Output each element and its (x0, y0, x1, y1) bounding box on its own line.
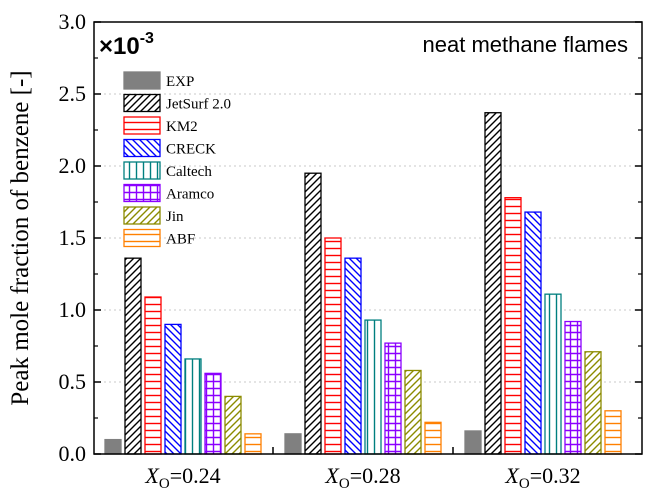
x-category-subscript: O (159, 476, 170, 492)
y-tick-label: 2.5 (59, 81, 87, 106)
bar (324, 237, 342, 455)
bar (364, 319, 382, 455)
legend-label: Jin (166, 209, 184, 225)
bar (144, 296, 162, 455)
y-tick-label: 0.5 (59, 369, 87, 394)
bar (504, 197, 522, 455)
bar (584, 351, 602, 455)
legend-label: JetSurf 2.0 (166, 97, 231, 113)
bar (344, 257, 362, 455)
x-category-value: =0.32 (530, 463, 581, 488)
bar (124, 257, 142, 455)
bar (164, 323, 182, 455)
bar (404, 369, 422, 455)
bar (204, 372, 222, 455)
bar (604, 410, 622, 455)
x-category-value: =0.24 (170, 463, 221, 488)
axes: 0.0 0.5 1.0 1.5 2.0 2.5 3.0 (59, 9, 642, 466)
x-category-value: =0.28 (350, 463, 401, 488)
bar (564, 320, 582, 455)
x-category-prefix: X (144, 463, 160, 488)
bar (224, 395, 242, 455)
legend-swatch (123, 206, 161, 225)
y-tick-label: 1.5 (59, 225, 87, 250)
x-category-subscript: O (339, 476, 350, 492)
legend-label: KM2 (166, 119, 198, 135)
bar (384, 342, 402, 455)
y-axis-label: Peak mole fraction of benzene [-] (7, 70, 34, 405)
bar (544, 293, 562, 455)
legend-swatch (123, 161, 161, 180)
y-tick-label: 0.0 (59, 441, 87, 466)
bar (184, 358, 202, 455)
bar (484, 112, 502, 455)
x-category-prefix: X (504, 463, 520, 488)
legend: EXP JetSurf 2.0 KM2 CRECK Caltech Aramco Jin AB… (123, 71, 231, 248)
bars (104, 112, 622, 455)
legend-label: ABF (166, 232, 195, 248)
bar (304, 172, 322, 455)
y-tick-label: 3.0 (59, 9, 87, 34)
x-category-subscript: O (519, 476, 530, 492)
y-tick-label: 1.0 (59, 297, 87, 322)
x-category-label: XO=0.24 (144, 463, 220, 492)
chart-annotation: neat methane flames (423, 32, 628, 57)
multiplier-exponent: -3 (140, 30, 154, 47)
scale-multiplier: ×10-3 (99, 30, 154, 60)
legend-swatch (123, 116, 161, 135)
bar (104, 438, 122, 455)
legend-swatch (123, 228, 161, 248)
multiplier-base: ×10 (99, 33, 140, 60)
legend-swatch (123, 183, 161, 203)
y-tick-label: 2.0 (59, 153, 87, 178)
bar (284, 433, 302, 455)
legend-label: Aramco (166, 187, 214, 203)
legend-label: CRECK (166, 142, 216, 158)
bar (524, 211, 542, 455)
bar (244, 433, 262, 455)
legend-swatch (123, 93, 161, 113)
x-category-labels: XO=0.24 XO=0.28 XO=0.32 (144, 463, 580, 492)
legend-swatch (123, 138, 161, 158)
legend-label: EXP (166, 74, 194, 90)
x-category-prefix: X (324, 463, 340, 488)
legend-label: Caltech (166, 164, 212, 180)
bar (424, 421, 442, 455)
x-category-label: XO=0.28 (324, 463, 400, 492)
x-category-label: XO=0.32 (504, 463, 580, 492)
legend-swatch (123, 71, 161, 90)
bar (464, 430, 482, 455)
